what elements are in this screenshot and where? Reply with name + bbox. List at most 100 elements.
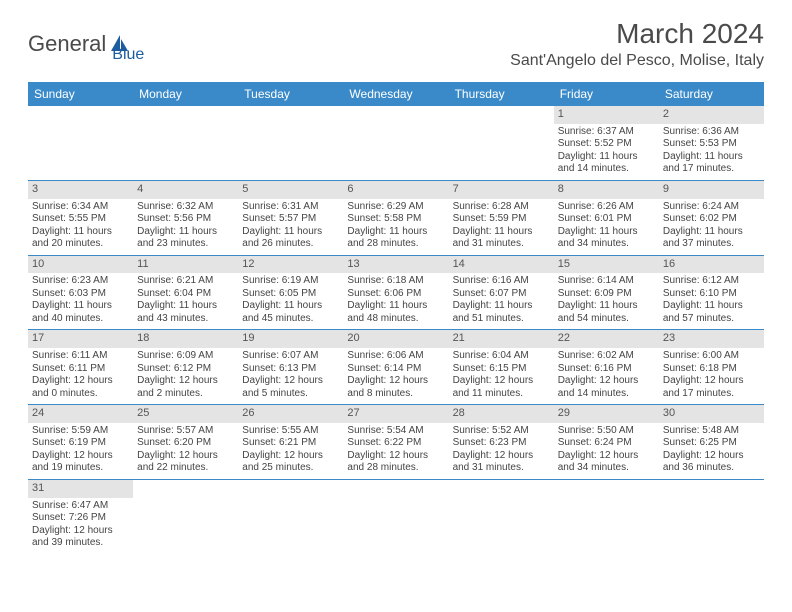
sunset-text: Sunset: 6:02 PM bbox=[663, 213, 760, 226]
day-number: 10 bbox=[28, 256, 133, 274]
day-number: 2 bbox=[659, 106, 764, 124]
calendar-day: 31Sunrise: 6:47 AMSunset: 7:26 PMDayligh… bbox=[28, 480, 133, 554]
sunset-text: Sunset: 5:55 PM bbox=[32, 213, 129, 226]
calendar-day: 30Sunrise: 5:48 AMSunset: 6:25 PMDayligh… bbox=[659, 405, 764, 479]
calendar-day: 3Sunrise: 6:34 AMSunset: 5:55 PMDaylight… bbox=[28, 181, 133, 255]
sunset-text: Sunset: 5:52 PM bbox=[558, 138, 655, 151]
calendar-day: 13Sunrise: 6:18 AMSunset: 6:06 PMDayligh… bbox=[343, 256, 448, 330]
calendar-day: 24Sunrise: 5:59 AMSunset: 6:19 PMDayligh… bbox=[28, 405, 133, 479]
sunset-text: Sunset: 6:04 PM bbox=[137, 288, 234, 301]
sunset-text: Sunset: 7:26 PM bbox=[32, 512, 129, 525]
daylight-text: Daylight: 11 hours and 23 minutes. bbox=[137, 226, 234, 251]
day-number: 22 bbox=[554, 330, 659, 348]
daylight-text: Daylight: 12 hours and 2 minutes. bbox=[137, 375, 234, 400]
calendar-day-blank: . bbox=[133, 106, 238, 180]
calendar-day-blank: . bbox=[343, 106, 448, 180]
day-number: 29 bbox=[554, 405, 659, 423]
day-number: 7 bbox=[449, 181, 554, 199]
day-number: 11 bbox=[133, 256, 238, 274]
day-number: 9 bbox=[659, 181, 764, 199]
sunrise-text: Sunrise: 6:21 AM bbox=[137, 275, 234, 288]
calendar-day: 29Sunrise: 5:50 AMSunset: 6:24 PMDayligh… bbox=[554, 405, 659, 479]
calendar-day: 19Sunrise: 6:07 AMSunset: 6:13 PMDayligh… bbox=[238, 330, 343, 404]
sunset-text: Sunset: 6:23 PM bbox=[453, 437, 550, 450]
sunset-text: Sunset: 6:11 PM bbox=[32, 363, 129, 376]
sunset-text: Sunset: 6:12 PM bbox=[137, 363, 234, 376]
logo-text-general: General bbox=[28, 31, 106, 57]
daylight-text: Daylight: 11 hours and 37 minutes. bbox=[663, 226, 760, 251]
day-number: 19 bbox=[238, 330, 343, 348]
weekday-header: Thursday bbox=[449, 82, 554, 106]
day-number: 8 bbox=[554, 181, 659, 199]
sunset-text: Sunset: 5:59 PM bbox=[453, 213, 550, 226]
daylight-text: Daylight: 12 hours and 36 minutes. bbox=[663, 450, 760, 475]
calendar-day-blank: . bbox=[343, 480, 448, 554]
sunset-text: Sunset: 6:01 PM bbox=[558, 213, 655, 226]
daylight-text: Daylight: 11 hours and 48 minutes. bbox=[347, 300, 444, 325]
daylight-text: Daylight: 12 hours and 11 minutes. bbox=[453, 375, 550, 400]
daylight-text: Daylight: 12 hours and 17 minutes. bbox=[663, 375, 760, 400]
calendar-week: 24Sunrise: 5:59 AMSunset: 6:19 PMDayligh… bbox=[28, 405, 764, 480]
sunset-text: Sunset: 5:58 PM bbox=[347, 213, 444, 226]
day-number: 6 bbox=[343, 181, 448, 199]
weekday-header: Friday bbox=[554, 82, 659, 106]
day-number: 15 bbox=[554, 256, 659, 274]
daylight-text: Daylight: 11 hours and 57 minutes. bbox=[663, 300, 760, 325]
day-number: 24 bbox=[28, 405, 133, 423]
sunset-text: Sunset: 6:24 PM bbox=[558, 437, 655, 450]
calendar-day: 26Sunrise: 5:55 AMSunset: 6:21 PMDayligh… bbox=[238, 405, 343, 479]
sunrise-text: Sunrise: 6:47 AM bbox=[32, 500, 129, 513]
calendar-day: 28Sunrise: 5:52 AMSunset: 6:23 PMDayligh… bbox=[449, 405, 554, 479]
sunrise-text: Sunrise: 6:00 AM bbox=[663, 350, 760, 363]
day-number: 30 bbox=[659, 405, 764, 423]
weekday-header: Wednesday bbox=[343, 82, 448, 106]
sunset-text: Sunset: 6:03 PM bbox=[32, 288, 129, 301]
calendar-day: 22Sunrise: 6:02 AMSunset: 6:16 PMDayligh… bbox=[554, 330, 659, 404]
calendar-day: 2Sunrise: 6:36 AMSunset: 5:53 PMDaylight… bbox=[659, 106, 764, 180]
calendar-day: 5Sunrise: 6:31 AMSunset: 5:57 PMDaylight… bbox=[238, 181, 343, 255]
sunrise-text: Sunrise: 6:19 AM bbox=[242, 275, 339, 288]
daylight-text: Daylight: 12 hours and 14 minutes. bbox=[558, 375, 655, 400]
sunrise-text: Sunrise: 6:31 AM bbox=[242, 201, 339, 214]
daylight-text: Daylight: 11 hours and 34 minutes. bbox=[558, 226, 655, 251]
calendar: SundayMondayTuesdayWednesdayThursdayFrid… bbox=[28, 82, 764, 554]
sunrise-text: Sunrise: 6:24 AM bbox=[663, 201, 760, 214]
daylight-text: Daylight: 12 hours and 25 minutes. bbox=[242, 450, 339, 475]
daylight-text: Daylight: 12 hours and 5 minutes. bbox=[242, 375, 339, 400]
sunrise-text: Sunrise: 5:59 AM bbox=[32, 425, 129, 438]
sunrise-text: Sunrise: 6:11 AM bbox=[32, 350, 129, 363]
calendar-day-blank: . bbox=[133, 480, 238, 554]
page-header: General Blue March 2024 Sant'Angelo del … bbox=[0, 0, 792, 76]
calendar-day: 7Sunrise: 6:28 AMSunset: 5:59 PMDaylight… bbox=[449, 181, 554, 255]
weekday-header: Monday bbox=[133, 82, 238, 106]
day-number: 18 bbox=[133, 330, 238, 348]
calendar-day-blank: . bbox=[449, 106, 554, 180]
sunrise-text: Sunrise: 5:54 AM bbox=[347, 425, 444, 438]
sunrise-text: Sunrise: 6:37 AM bbox=[558, 126, 655, 139]
daylight-text: Daylight: 11 hours and 17 minutes. bbox=[663, 151, 760, 176]
calendar-day: 14Sunrise: 6:16 AMSunset: 6:07 PMDayligh… bbox=[449, 256, 554, 330]
calendar-day-blank: . bbox=[449, 480, 554, 554]
calendar-day-blank: . bbox=[238, 106, 343, 180]
weekday-header: Saturday bbox=[659, 82, 764, 106]
weekday-header: Sunday bbox=[28, 82, 133, 106]
daylight-text: Daylight: 12 hours and 31 minutes. bbox=[453, 450, 550, 475]
weekday-header: Tuesday bbox=[238, 82, 343, 106]
sunset-text: Sunset: 5:56 PM bbox=[137, 213, 234, 226]
calendar-day-blank: . bbox=[238, 480, 343, 554]
sunset-text: Sunset: 5:57 PM bbox=[242, 213, 339, 226]
calendar-day: 16Sunrise: 6:12 AMSunset: 6:10 PMDayligh… bbox=[659, 256, 764, 330]
sunrise-text: Sunrise: 6:18 AM bbox=[347, 275, 444, 288]
daylight-text: Daylight: 12 hours and 22 minutes. bbox=[137, 450, 234, 475]
calendar-week: 10Sunrise: 6:23 AMSunset: 6:03 PMDayligh… bbox=[28, 256, 764, 331]
daylight-text: Daylight: 11 hours and 43 minutes. bbox=[137, 300, 234, 325]
sunset-text: Sunset: 5:53 PM bbox=[663, 138, 760, 151]
calendar-week: 31Sunrise: 6:47 AMSunset: 7:26 PMDayligh… bbox=[28, 480, 764, 554]
calendar-day: 6Sunrise: 6:29 AMSunset: 5:58 PMDaylight… bbox=[343, 181, 448, 255]
calendar-week: .....1Sunrise: 6:37 AMSunset: 5:52 PMDay… bbox=[28, 106, 764, 181]
daylight-text: Daylight: 11 hours and 51 minutes. bbox=[453, 300, 550, 325]
calendar-day: 9 Sunrise: 6:24 AMSunset: 6:02 PMDaylight… bbox=[659, 181, 764, 255]
calendar-day: 27Sunrise: 5:54 AMSunset: 6:22 PMDayligh… bbox=[343, 405, 448, 479]
sunset-text: Sunset: 6:21 PM bbox=[242, 437, 339, 450]
daylight-text: Daylight: 11 hours and 20 minutes. bbox=[32, 226, 129, 251]
